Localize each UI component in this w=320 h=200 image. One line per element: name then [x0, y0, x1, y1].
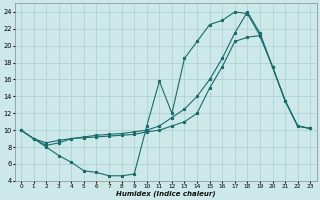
X-axis label: Humidex (Indice chaleur): Humidex (Indice chaleur) — [116, 190, 215, 197]
